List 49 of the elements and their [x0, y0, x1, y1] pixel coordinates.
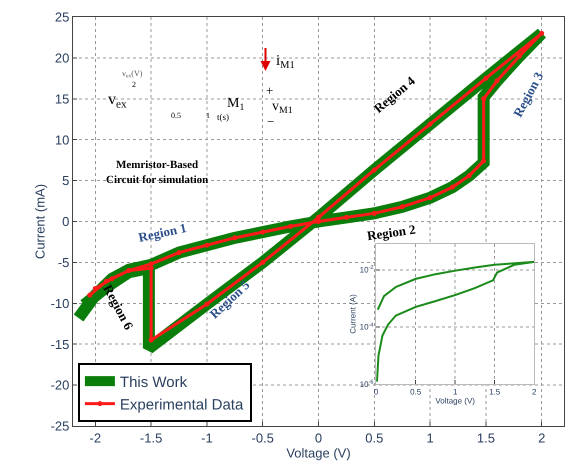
- x-tick-label: -2: [90, 430, 102, 446]
- x-tick-label: 1: [452, 388, 458, 397]
- y-tick-label: 15: [54, 91, 70, 106]
- annotation: Circuit for simulation: [106, 174, 208, 186]
- annotation: v$_{ex}$: [108, 91, 127, 110]
- y-tick-label: 10$^{-6}$: [360, 379, 374, 389]
- x-axis-title: Voltage (V): [286, 446, 351, 461]
- annotation: v$_{M1}$: [272, 99, 293, 116]
- legend-label: This Work: [120, 374, 188, 392]
- x-tick-label: -1.5: [140, 430, 162, 446]
- x-tick-label: -1: [201, 430, 213, 446]
- x-tick-label: 1: [426, 430, 434, 446]
- x-tick-label: 0: [314, 430, 322, 446]
- annotation: 0.5: [171, 111, 181, 120]
- y-tick-label: -10: [50, 296, 70, 311]
- x-tick-label: 2: [538, 430, 546, 446]
- y-tick-label: 0: [62, 214, 70, 230]
- annotation: v$_{ex}$(V): [122, 69, 143, 80]
- y-axis-title: Current (mA): [32, 184, 48, 260]
- y-tick-label: 25: [54, 10, 70, 25]
- annotation: −: [267, 114, 274, 129]
- y-tick-label: 10$^{-2}$: [360, 265, 374, 275]
- annotation: +: [266, 83, 274, 98]
- y-tick-label: -15: [50, 336, 70, 352]
- annotation: 2: [132, 80, 136, 89]
- annotation: M1: [280, 60, 295, 72]
- text: M$_{1}$: [227, 96, 244, 113]
- annotation: Memristor-Based: [116, 159, 198, 171]
- y-tick-label: -5: [58, 254, 70, 270]
- y-tick-label: 10: [54, 132, 70, 148]
- x-tick-label: 0.5: [365, 430, 384, 446]
- x-tick-label: 1.5: [476, 430, 495, 446]
- x-tick-label: 0.5: [410, 388, 422, 397]
- y-tick-label: 10$^{-4}$: [360, 322, 374, 332]
- y-tick-label: 5: [62, 173, 70, 188]
- x-axis-title: Voltage (V): [435, 396, 476, 406]
- legend-label: Experimental Data: [120, 396, 244, 414]
- annotation: Region 1: [137, 220, 188, 245]
- text: i: [276, 53, 280, 69]
- annotation: 1: [206, 111, 210, 120]
- annotation: Region 2: [366, 222, 416, 244]
- annotation: t(s): [217, 112, 229, 122]
- y-tick-label: 20: [54, 50, 70, 66]
- x-tick-label: -0.5: [251, 430, 274, 446]
- y-tick-label: -20: [50, 378, 70, 393]
- y-tick-label: -25: [50, 418, 70, 434]
- x-tick-label: 2: [532, 388, 537, 397]
- y-axis-title: Current (A): [348, 294, 358, 334]
- x-tick-label: 1.5: [489, 388, 501, 397]
